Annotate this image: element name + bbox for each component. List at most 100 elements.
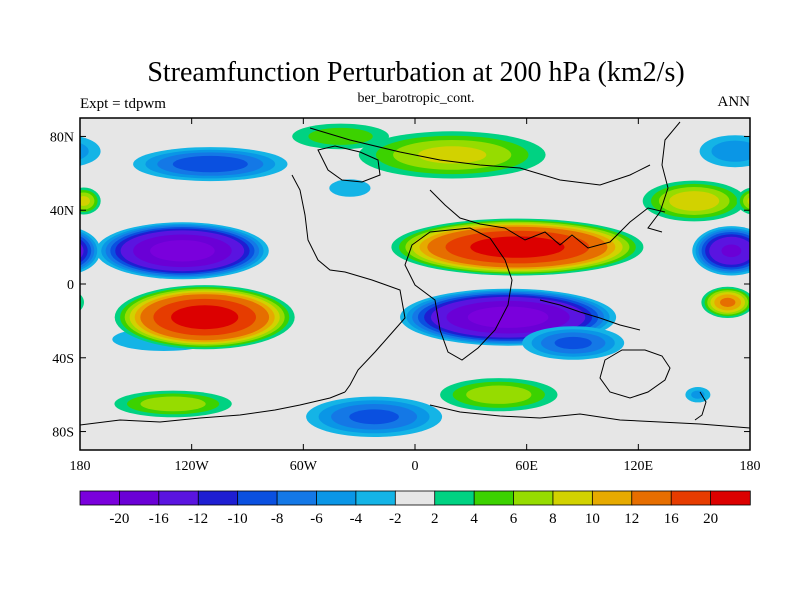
colorbar-label: -20 <box>109 511 129 527</box>
contour-band <box>711 140 750 162</box>
colorbar-swatch <box>197 490 239 506</box>
colorbar-label: 2 <box>431 511 439 527</box>
left-label: Expt = tdpwm <box>80 96 166 112</box>
x-tick-label: 180 <box>740 459 761 474</box>
contour-band <box>172 155 248 173</box>
colorbar-label: 8 <box>549 511 557 527</box>
contour-band-wrap <box>80 294 84 311</box>
colorbar-label: -6 <box>310 511 323 527</box>
field-blob <box>329 179 371 197</box>
x-tick-label: 0 <box>412 459 419 474</box>
contour-band <box>418 146 487 164</box>
field-blob <box>80 187 750 215</box>
field-blob <box>642 180 746 222</box>
colorbar-swatch <box>355 490 396 506</box>
colorbar-label: -2 <box>389 511 402 527</box>
contour-band <box>467 306 549 328</box>
colorbar-label: 12 <box>624 511 639 527</box>
contour-band-wrap <box>80 239 88 263</box>
colorbar-label: -16 <box>149 511 169 527</box>
colorbar-swatch <box>670 490 712 506</box>
contour-band-wrap <box>80 137 99 165</box>
coastline-antarctica <box>80 391 750 429</box>
field-blob <box>80 226 750 276</box>
colorbar: -20 -16 -12 -10 -8 -6 -4 -2 2 4 6 8 10 12 16 20 <box>79 490 751 527</box>
x-axis: 180 120W 60W 0 60E 120E 180 <box>70 118 761 474</box>
chart-title: Streamfunction Perturbation at 200 hPa (… <box>147 57 684 88</box>
field-blob <box>685 387 711 403</box>
field-blob <box>133 147 288 182</box>
colorbar-swatch <box>631 490 672 506</box>
coastline-south-america <box>291 174 406 393</box>
field-blob <box>114 390 232 418</box>
center-subtitle: ber_barotropic_cont. <box>357 91 474 106</box>
colorbar-swatch <box>591 490 633 506</box>
colorbar-swatch <box>79 490 121 506</box>
colorbar-label: 16 <box>664 511 680 527</box>
colorbar-swatch <box>710 490 751 506</box>
x-tick-label: 120W <box>175 459 210 474</box>
colorbar-label: 10 <box>585 511 600 527</box>
field-blob <box>114 285 295 350</box>
contour-band <box>466 385 532 404</box>
plot-area <box>79 117 751 451</box>
contour-band <box>140 396 206 412</box>
colorbar-swatch <box>394 490 436 506</box>
contour-band <box>721 244 742 258</box>
y-axis: 80N 40N 0 40S 80S <box>50 130 750 441</box>
colorbar-label: 6 <box>510 511 518 527</box>
x-tick-label: 60W <box>290 459 318 474</box>
y-tick-label: 40S <box>52 352 74 367</box>
colorbar-swatch <box>119 490 160 506</box>
right-label: ANN <box>718 94 751 110</box>
y-tick-label: 80S <box>52 426 74 441</box>
contour-band-wrap <box>743 193 750 209</box>
field-blob <box>391 218 644 276</box>
contour-band <box>554 336 592 350</box>
y-tick-label: 80N <box>50 130 74 145</box>
coastline-new-zealand <box>694 391 707 421</box>
coastline-greenland <box>317 145 381 183</box>
x-tick-label: 60E <box>515 459 538 474</box>
colorbar-label: -10 <box>228 511 248 527</box>
contour-band <box>691 390 705 399</box>
colorbar-label: -12 <box>188 511 208 527</box>
colorbar-swatch <box>316 490 357 506</box>
colorbar-swatch <box>237 490 278 506</box>
colorbar-swatch <box>513 490 554 506</box>
contour-band-wrap <box>80 294 84 311</box>
contour-band <box>80 196 90 206</box>
contour-band <box>669 191 720 211</box>
field-blob <box>292 123 389 150</box>
field-blob <box>440 378 558 412</box>
colorbar-label: 4 <box>470 511 478 527</box>
colorbar-label: -4 <box>350 511 363 527</box>
colorbar-swatch <box>552 490 594 506</box>
coastlines <box>80 121 750 429</box>
coastline-north-america <box>647 121 681 233</box>
y-tick-label: 40N <box>50 204 74 219</box>
field-blob <box>80 286 750 318</box>
contour-band-wrap <box>80 142 89 160</box>
contour-band-wrap <box>80 243 84 259</box>
contour-band <box>720 297 736 307</box>
coastline-indonesia <box>539 299 641 331</box>
coastline-asia-south <box>504 207 666 249</box>
contour-band <box>349 409 399 425</box>
field-blob <box>80 135 750 168</box>
x-tick-label: 180 <box>70 459 91 474</box>
colorbar-swatch <box>158 490 199 506</box>
colorbar-swatch <box>276 490 318 506</box>
colorbar-swatch <box>473 490 515 506</box>
contour-band <box>150 240 215 262</box>
contour-band <box>470 236 565 258</box>
colorbar-label: 20 <box>703 511 718 527</box>
field-blob <box>306 396 443 437</box>
contour-band <box>331 180 369 196</box>
y-tick-label: 0 <box>67 278 74 293</box>
contour-band <box>171 305 239 330</box>
coastline-eurasia <box>309 127 651 186</box>
field-blob <box>95 222 269 280</box>
coastline-africa <box>404 227 513 361</box>
